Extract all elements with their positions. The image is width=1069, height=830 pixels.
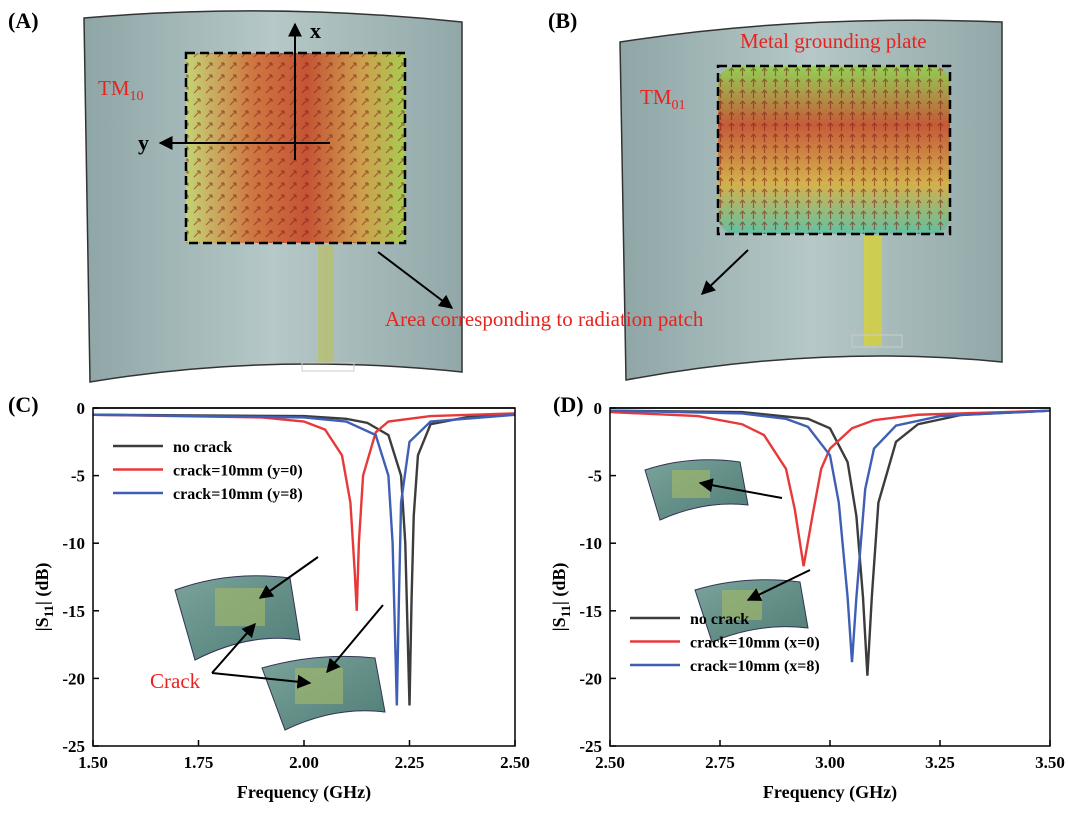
figure: (A) x y TM10 (B) Metal grounding plate T… (0, 0, 1069, 830)
y-axis-title-part: |S (32, 617, 52, 631)
panel-label: (C) (8, 392, 39, 417)
legend-text: no crack (690, 611, 749, 628)
field-arrows (718, 66, 950, 234)
y-tick-label: 0 (594, 399, 603, 418)
crack-label: Crack (150, 669, 201, 693)
feed-line (864, 236, 882, 346)
y-tick-label: 0 (77, 399, 86, 418)
area-label: Area corresponding to radiation patch (385, 307, 704, 331)
panel-label: (B) (548, 8, 577, 33)
y-tick-label: -5 (71, 467, 85, 486)
y-tick-label: -10 (62, 534, 85, 553)
panel-b: (B) Metal grounding plate TM01 Area corr… (385, 8, 1002, 380)
panel-label: (A) (8, 8, 39, 33)
x-tick-label: 2.00 (289, 753, 319, 772)
legend-text: crack=10mm (x=8) (690, 658, 820, 675)
axis-name: x (310, 18, 321, 43)
y-tick-label: -5 (588, 467, 602, 486)
x-tick-label: 3.25 (925, 753, 955, 772)
y-axis-title-part: | (dB) (32, 563, 53, 605)
y-axis-title-part: | (dB) (549, 563, 570, 605)
series-line (93, 413, 515, 610)
y-tick-label: -20 (579, 669, 602, 688)
legend-text: crack=10mm (y=0) (173, 463, 303, 480)
panel-label: (D) (553, 392, 584, 417)
y-tick-label: -15 (62, 602, 85, 621)
y-axis-title: |S11| (dB) (549, 563, 573, 632)
x-tick-label: 2.50 (500, 753, 530, 772)
y-axis-title: |S11| (dB) (32, 563, 56, 632)
x-axis-title: Frequency (GHz) (237, 782, 371, 803)
legend-text: no crack (173, 439, 232, 456)
x-tick-label: 3.50 (1035, 753, 1065, 772)
y-axis-title-part: 11 (41, 605, 56, 617)
axis-name: y (138, 130, 149, 155)
x-axis-title: Frequency (GHz) (763, 782, 897, 803)
plate-label: Metal grounding plate (740, 29, 927, 53)
x-tick-label: 1.75 (184, 753, 214, 772)
y-axis-title-part: |S (549, 617, 569, 631)
legend-text: crack=10mm (y=8) (173, 486, 303, 503)
y-tick-label: -15 (579, 602, 602, 621)
y-tick-label: -10 (579, 534, 602, 553)
legend-text: crack=10mm (x=0) (690, 635, 820, 652)
x-tick-label: 1.50 (78, 753, 108, 772)
y-tick-label: -20 (62, 669, 85, 688)
y-axis-title-part: 11 (558, 605, 573, 617)
x-tick-label: 2.75 (705, 753, 735, 772)
x-tick-label: 3.00 (815, 753, 845, 772)
feed-line (318, 245, 334, 363)
x-tick-label: 2.25 (395, 753, 425, 772)
x-tick-label: 2.50 (595, 753, 625, 772)
